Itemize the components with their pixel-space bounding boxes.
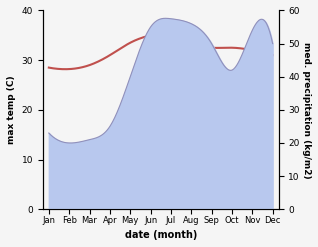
Y-axis label: max temp (C): max temp (C) (7, 76, 16, 144)
Y-axis label: med. precipitation (kg/m2): med. precipitation (kg/m2) (302, 41, 311, 178)
X-axis label: date (month): date (month) (125, 230, 197, 240)
